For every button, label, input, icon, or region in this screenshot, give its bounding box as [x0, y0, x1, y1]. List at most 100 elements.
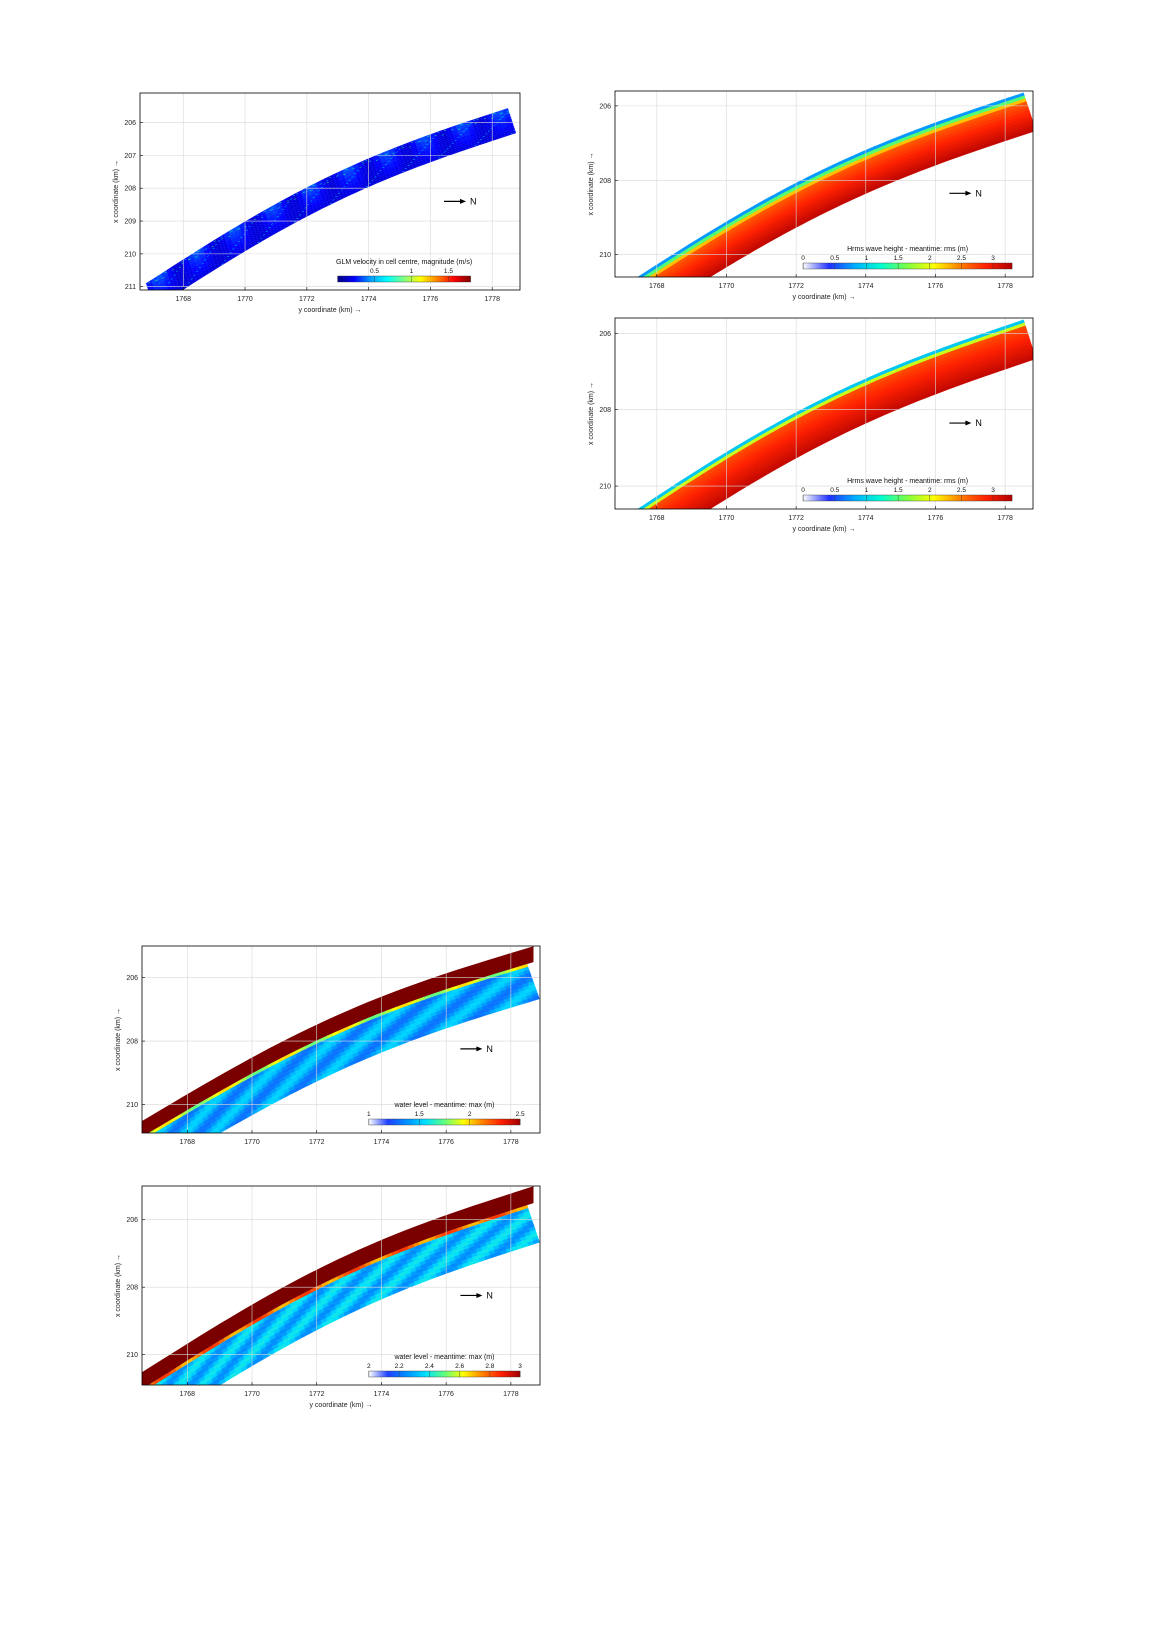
velocity-vector — [396, 165, 399, 167]
velocity-vector — [486, 136, 489, 139]
velocity-vector — [487, 130, 491, 132]
velocity-vector — [350, 172, 353, 175]
velocity-vector — [157, 298, 159, 299]
y-tick-label: 208 — [599, 178, 611, 185]
velocity-vector — [427, 135, 430, 137]
velocity-vector — [495, 131, 498, 134]
velocity-vector — [316, 198, 320, 201]
velocity-vector — [398, 160, 401, 162]
velocity-vector — [369, 162, 372, 164]
x-tick-label: 1778 — [484, 296, 500, 303]
velocity-vector — [486, 115, 489, 117]
velocity-vector — [400, 167, 404, 169]
velocity-vector — [431, 149, 435, 151]
velocity-vector — [185, 264, 189, 266]
velocity-vector — [323, 185, 327, 187]
velocity-vector — [436, 140, 439, 142]
velocity-vector — [301, 209, 304, 211]
velocity-vector — [434, 146, 438, 148]
velocity-vector — [451, 152, 454, 154]
velocity-vector — [298, 212, 301, 214]
velocity-vector — [450, 139, 453, 141]
field-cell — [633, 552, 640, 559]
velocity-vector — [472, 127, 475, 130]
velocity-vector — [338, 184, 342, 186]
field-cell — [616, 287, 623, 294]
field-cell — [158, 1138, 165, 1144]
x-tick-label: 1776 — [928, 515, 944, 522]
velocity-vector — [420, 147, 423, 150]
velocity-vector — [492, 132, 495, 135]
velocity-vector — [477, 133, 481, 135]
velocity-vector — [464, 136, 467, 138]
velocity-vector — [434, 134, 437, 137]
velocity-vector — [174, 277, 177, 280]
velocity-vector — [355, 164, 358, 166]
velocity-vector — [223, 246, 227, 249]
field-cell — [629, 283, 636, 290]
field-cell — [166, 289, 168, 290]
velocity-vector — [230, 230, 233, 232]
velocity-vector — [442, 136, 445, 138]
velocity-vector — [361, 183, 364, 186]
velocity-vector — [444, 131, 447, 133]
velocity-vector — [155, 281, 159, 283]
velocity-vector — [430, 134, 434, 136]
velocity-vector — [322, 179, 325, 182]
north-label: N — [975, 418, 982, 428]
velocity-vector — [509, 119, 513, 121]
field-cell — [657, 536, 664, 543]
y-tick-label: 210 — [599, 252, 611, 259]
velocity-vector — [187, 282, 191, 284]
velocity-vector — [161, 288, 165, 290]
velocity-vector — [209, 251, 212, 253]
field-cell — [670, 274, 676, 277]
velocity-vector — [198, 254, 201, 256]
y-tick-label: 210 — [124, 251, 136, 258]
velocity-chart: 1768 1770 1772 1774 1776 17782062072082092102… — [113, 92, 521, 314]
velocity-vector — [437, 155, 440, 157]
velocity-vector — [206, 266, 209, 268]
field-cell — [631, 521, 638, 528]
velocity-vector — [245, 240, 248, 242]
velocity-vector — [265, 230, 268, 233]
velocity-vector — [431, 137, 435, 140]
velocity-vector — [461, 129, 465, 131]
velocity-vector — [155, 291, 157, 292]
field-cell — [697, 278, 704, 285]
velocity-vector — [500, 135, 503, 138]
velocity-vector — [456, 135, 459, 137]
velocity-vector — [439, 148, 442, 151]
velocity-vector — [423, 146, 427, 149]
field-cell — [641, 278, 648, 285]
velocity-vector — [204, 271, 207, 274]
velocity-vector — [337, 190, 340, 193]
velocity-vector — [294, 200, 297, 202]
velocity-vector — [224, 236, 227, 238]
velocity-vector — [198, 266, 202, 269]
colorbar-tick-label: 1.5 — [415, 1111, 424, 1118]
velocity-vector — [245, 227, 248, 230]
velocity-vector — [375, 169, 378, 171]
field-cell — [617, 290, 624, 297]
velocity-vector — [314, 202, 317, 204]
velocity-vector — [439, 150, 443, 153]
field-cell — [631, 508, 633, 509]
velocity-vector — [309, 188, 313, 190]
velocity-vector — [265, 218, 268, 220]
velocity-vector — [282, 212, 286, 214]
velocity-vector — [256, 239, 260, 242]
field-cell — [202, 1133, 209, 1139]
field-cell — [673, 290, 680, 297]
colorbar — [802, 494, 1013, 502]
velocity-vector — [384, 173, 387, 176]
velocity-vector — [409, 148, 412, 150]
velocity-vector — [459, 145, 463, 147]
velocity-vector — [307, 193, 310, 195]
field-cell — [673, 522, 680, 529]
velocity-vector — [395, 163, 399, 165]
velocity-vector — [282, 200, 286, 202]
velocity-vector — [346, 194, 349, 197]
velocity-vector — [484, 131, 487, 133]
velocity-vector — [359, 176, 362, 179]
